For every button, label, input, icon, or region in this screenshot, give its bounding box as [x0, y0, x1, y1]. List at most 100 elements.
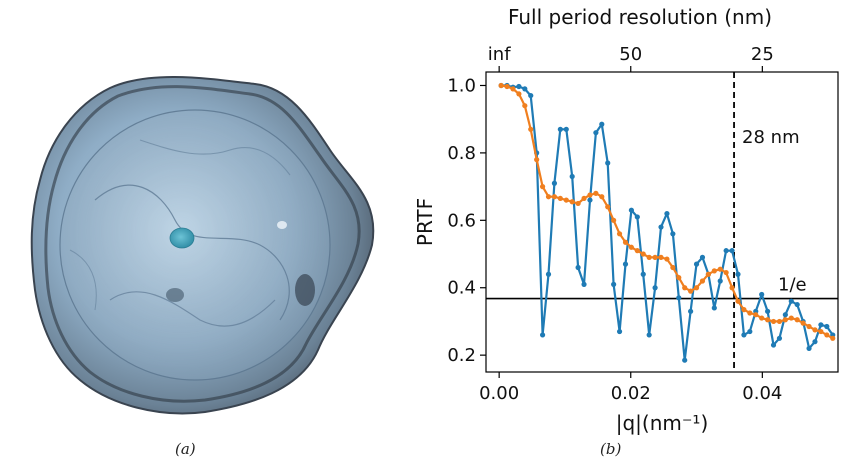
- data-point: [581, 281, 587, 287]
- data-point: [581, 195, 587, 202]
- data-point: [747, 310, 753, 316]
- data-point: [688, 288, 694, 294]
- data-point: [682, 357, 688, 363]
- reconstruction-render: [30, 75, 375, 415]
- data-point: [593, 130, 599, 136]
- data-point: [788, 315, 794, 321]
- data-point: [634, 214, 640, 220]
- y-tick-label: 0.2: [447, 345, 476, 366]
- inner-fold: [139, 139, 291, 176]
- data-point: [528, 126, 534, 132]
- data-point: [818, 328, 824, 335]
- data-point: [782, 317, 788, 323]
- data-point: [788, 298, 794, 304]
- data-point: [711, 305, 717, 311]
- top-tick-label: 25: [751, 44, 774, 65]
- data-point: [723, 248, 729, 254]
- data-point: [622, 239, 629, 245]
- data-point: [622, 261, 629, 267]
- data-point: [498, 82, 504, 89]
- data-point: [593, 190, 599, 196]
- x-tick-label: 0.04: [742, 383, 782, 404]
- y-axis-label: PRTF: [413, 198, 437, 246]
- inner-fold: [109, 291, 276, 327]
- data-point: [551, 180, 558, 186]
- data-point: [741, 332, 747, 338]
- data-point: [723, 269, 729, 276]
- data-point: [599, 194, 605, 200]
- data-point: [699, 278, 706, 284]
- panel-label-a: (a): [175, 440, 196, 458]
- inner-volume: [59, 109, 331, 381]
- data-point: [800, 320, 806, 326]
- data-point: [516, 83, 522, 90]
- data-point: [611, 281, 617, 287]
- data-point: [741, 307, 747, 313]
- panel-label-b: (b): [600, 440, 622, 458]
- data-point: [806, 323, 812, 330]
- data-point: [717, 266, 723, 272]
- data-point: [587, 192, 593, 198]
- series-layer: [498, 82, 836, 363]
- data-point: [575, 200, 581, 207]
- data-point: [545, 194, 552, 200]
- data-point: [794, 301, 800, 308]
- data-point: [682, 285, 688, 291]
- data-point: [705, 271, 711, 277]
- data-point: [569, 199, 575, 205]
- y-tick-label: 1.0: [447, 75, 476, 96]
- data-point: [504, 83, 510, 90]
- data-point: [711, 268, 717, 274]
- data-point: [759, 291, 765, 298]
- data-point: [693, 285, 700, 291]
- dark-pocket: [295, 274, 315, 306]
- data-point: [735, 271, 741, 277]
- reference-lines: [486, 72, 838, 372]
- data-point: [794, 317, 800, 323]
- data-point: [545, 271, 552, 277]
- data-point: [693, 261, 700, 267]
- data-point: [534, 157, 540, 163]
- data-point: [765, 317, 771, 323]
- data-point: [658, 254, 664, 260]
- threshold-label: 1/e: [778, 275, 807, 296]
- axes-layer: [485, 71, 839, 373]
- data-point: [539, 332, 546, 338]
- data-point: [557, 195, 563, 202]
- data-point: [658, 224, 664, 230]
- data-point: [818, 322, 824, 328]
- data-point: [640, 251, 646, 257]
- data-point: [646, 332, 652, 338]
- x-tick-label: 0.00: [479, 383, 519, 404]
- data-point: [729, 248, 735, 254]
- inner-fold: [69, 249, 97, 311]
- y-tick-label: 0.6: [447, 210, 476, 231]
- data-point: [664, 256, 670, 262]
- data-point: [688, 308, 694, 314]
- data-point: [569, 173, 575, 180]
- resolution-label: 28 nm: [742, 127, 800, 148]
- y-tick-label: 0.4: [447, 278, 476, 299]
- core-body: [169, 227, 195, 249]
- dark-pocket: [166, 288, 184, 302]
- data-point: [616, 231, 623, 237]
- data-point: [634, 248, 640, 254]
- data-point: [824, 323, 830, 330]
- data-point: [806, 345, 812, 352]
- data-point: [770, 318, 777, 325]
- data-point: [830, 335, 836, 341]
- data-point: [735, 298, 741, 304]
- data-point: [611, 217, 617, 223]
- top-axis-label: Full period resolution (nm): [508, 5, 772, 29]
- data-point: [747, 328, 753, 335]
- data-point: [664, 210, 670, 217]
- data-point: [522, 103, 528, 109]
- data-point: [551, 194, 558, 200]
- data-point: [812, 327, 818, 333]
- data-point: [605, 160, 611, 166]
- data-point: [717, 278, 723, 284]
- data-point: [753, 312, 759, 318]
- data-point: [516, 91, 522, 97]
- data-point: [759, 315, 765, 321]
- x-tick-label: 0.02: [611, 383, 651, 404]
